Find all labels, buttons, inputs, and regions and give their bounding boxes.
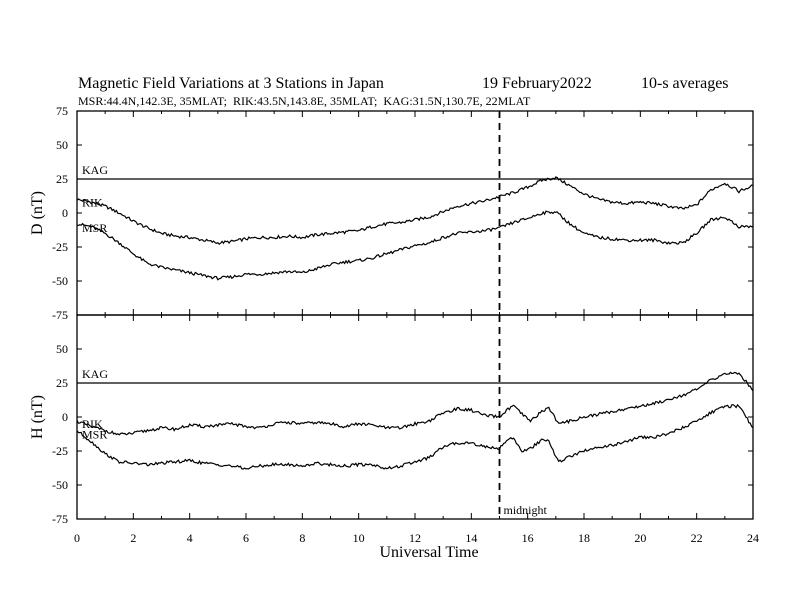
y-tick-label: -50 [52,478,68,492]
midnight-annotation: midnight [498,111,548,519]
x-tick-label: 2 [130,531,136,545]
station-coordinates: MSR:44.4N,142.3E, 35MLAT; RIK:43.5N,143.… [78,94,531,108]
y-axis-label: D (nT) [29,191,46,235]
series-label-rik: RIK [82,195,103,209]
y-axis-label: H (nT) [29,395,46,439]
x-tick-label: 18 [578,531,590,545]
y-tick-label: 25 [56,376,68,390]
series-label-msr: MSR [82,221,107,235]
x-tick-label: 10 [353,531,365,545]
series-label-rik: RIK [82,417,103,431]
x-tick-label: 22 [691,531,703,545]
y-tick-label: 0 [62,410,68,424]
averaging-label: 10-s averages [641,75,729,92]
panel-frame [76,314,754,520]
x-tick-label: 6 [243,531,249,545]
x-tick-label: 8 [299,531,305,545]
y-tick-label: -25 [52,444,68,458]
y-tick-label: 0 [62,206,68,220]
x-axis: 0 2 4 6 8 10 12 14 16 18 20 22 24 [74,531,759,545]
series-line-msr [76,210,754,281]
x-tick-label: 24 [747,531,759,545]
y-tick-label: -25 [52,240,68,254]
chart-title: Magnetic Field Variations at 3 Stations … [78,75,384,92]
panel-d: 75 50 25 0 -25 -50 -75 D (nT) KAG RIK MSR [29,104,754,322]
chart-date: 19 February2022 [482,75,592,92]
series-label-msr: MSR [82,428,107,442]
series-line-msr [76,403,754,470]
x-tick-label: 4 [187,531,193,545]
x-tick-label: 0 [74,531,80,545]
x-tick-label: 14 [465,531,477,545]
series-label-kag: KAG [82,367,108,381]
x-tick-label: 16 [522,531,534,545]
y-tick-label: -75 [52,512,68,526]
y-tick-label: 25 [56,172,68,186]
y-tick-label: -75 [52,308,68,322]
x-axis-label: Universal Time [379,544,478,561]
y-tick-label: 50 [56,342,68,356]
panel-frame [76,110,754,316]
y-tick-label: 50 [56,138,68,152]
y-tick-label: 75 [56,104,68,118]
series-line-rik [76,371,754,436]
x-tick-label: 12 [409,531,421,545]
y-tick-label: -50 [52,274,68,288]
series-label-kag: KAG [82,163,108,177]
x-tick-label: 20 [634,531,646,545]
series-line-rik [76,176,754,245]
midnight-label: midnight [504,503,548,517]
